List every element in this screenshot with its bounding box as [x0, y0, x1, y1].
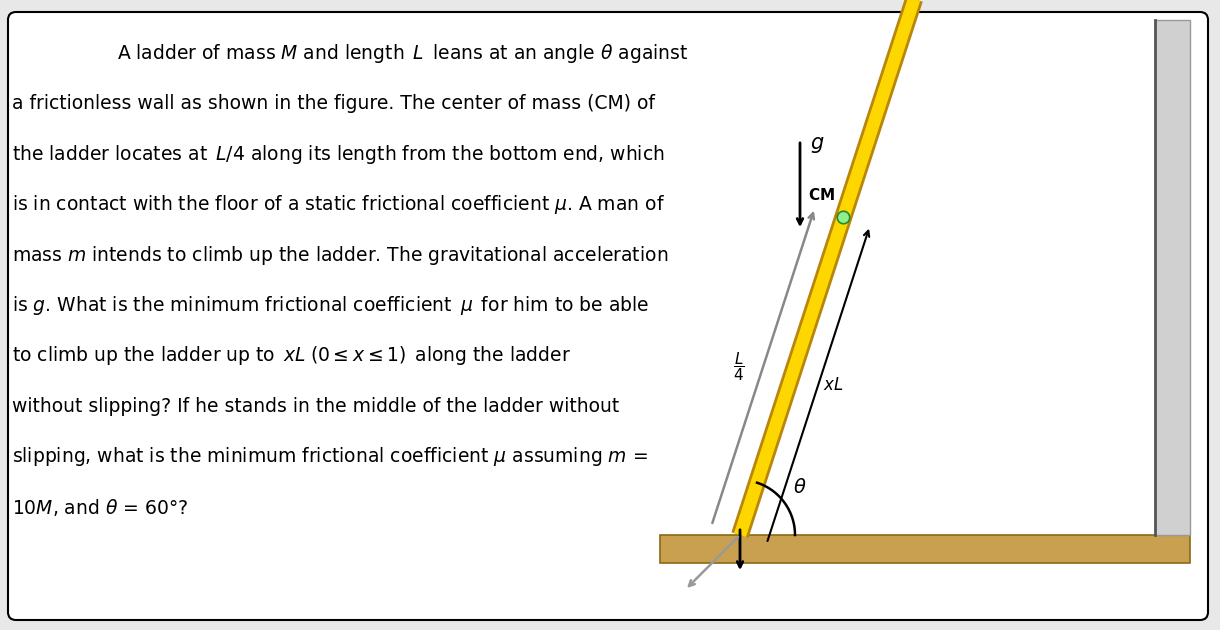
Text: $\theta$: $\theta$: [793, 478, 806, 497]
Text: $\mathbf{CM}$: $\mathbf{CM}$: [809, 187, 836, 203]
Text: without slipping? If he stands in the middle of the ladder without: without slipping? If he stands in the mi…: [12, 397, 620, 416]
FancyBboxPatch shape: [9, 12, 1208, 620]
Text: $\dfrac{L}{4}$: $\dfrac{L}{4}$: [733, 350, 745, 383]
Text: a frictionless wall as shown in the figure. The center of mass (CM) of: a frictionless wall as shown in the figu…: [12, 94, 655, 113]
Bar: [1155, 20, 1190, 535]
Text: $xL$: $xL$: [824, 375, 844, 394]
Text: the ladder locates at $\,L/4$ along its length from the bottom end, which: the ladder locates at $\,L/4$ along its …: [12, 143, 665, 166]
Bar: [660, 535, 1190, 563]
Text: is $g$. What is the minimum frictional coefficient $\,\mu\,$ for him to be able: is $g$. What is the minimum frictional c…: [12, 294, 649, 317]
Text: to climb up the ladder up to $\,xL\;(0 \leq x \leq 1)\,$ along the ladder: to climb up the ladder up to $\,xL\;(0 \…: [12, 345, 571, 367]
Text: A ladder of mass $M$ and length $\,L\,$ leans at an angle $\theta$ against: A ladder of mass $M$ and length $\,L\,$ …: [117, 42, 688, 65]
Text: $g$: $g$: [810, 135, 825, 155]
Text: is in contact with the floor of a static frictional coefficient $\mu$. A man of: is in contact with the floor of a static…: [12, 193, 665, 216]
Text: slipping, what is the minimum frictional coefficient $\mu$ assuming $m$ =: slipping, what is the minimum frictional…: [12, 445, 648, 468]
Text: mass $m$ intends to climb up the ladder. The gravitational acceleration: mass $m$ intends to climb up the ladder.…: [12, 244, 669, 266]
Text: $10M$, and $\theta$ = 60°?: $10M$, and $\theta$ = 60°?: [12, 496, 188, 518]
